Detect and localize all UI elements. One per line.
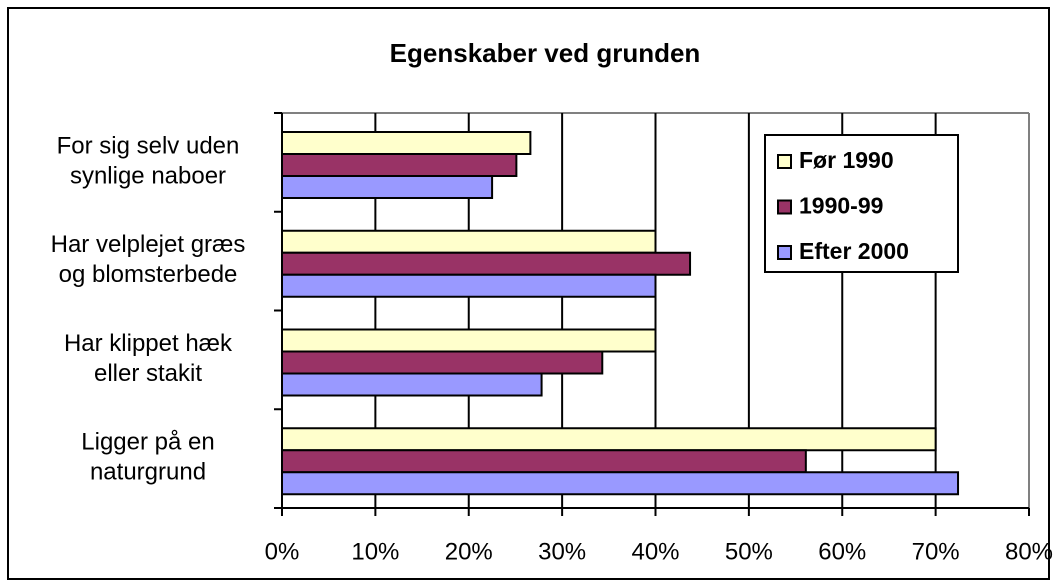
bar	[281, 427, 937, 452]
x-tick-label: 60%	[818, 538, 866, 565]
bar	[281, 175, 494, 199]
legend-swatch	[777, 199, 792, 215]
x-tick-label: 80%	[1005, 538, 1053, 565]
bar	[281, 372, 543, 397]
legend-label: Før 1990	[799, 147, 894, 173]
x-tick-label: 20%	[445, 538, 493, 565]
bar	[281, 153, 518, 177]
legend-label: 1990-99	[799, 193, 883, 219]
legend-swatch	[777, 245, 792, 260]
legend-swatch	[777, 154, 792, 169]
y-tick-label: Ligger på en naturgrund	[81, 429, 214, 486]
x-tick-label: 0%	[265, 538, 300, 565]
x-tick-label: 70%	[912, 538, 960, 565]
y-tick-label: Har velplejet græs og blomsterbede	[51, 231, 246, 288]
legend-box	[764, 134, 959, 273]
bar	[281, 229, 657, 254]
bar	[281, 131, 532, 155]
x-tick-label: 10%	[351, 538, 399, 565]
chart-title: Egenskaber ved grunden	[390, 38, 701, 68]
y-tick-label: For sig selv uden synlige naboer	[57, 133, 240, 190]
x-tick-label: 40%	[631, 538, 679, 565]
legend-label: Efter 2000	[799, 238, 909, 264]
bar	[281, 328, 657, 353]
bar	[281, 449, 807, 474]
x-tick-label: 30%	[538, 538, 586, 565]
bar	[281, 251, 692, 276]
bar	[281, 350, 604, 375]
bar	[281, 471, 960, 496]
y-tick-label: Har klippet hæk eller stakit	[64, 330, 233, 387]
x-tick-label: 50%	[725, 538, 773, 565]
bar	[281, 273, 657, 298]
